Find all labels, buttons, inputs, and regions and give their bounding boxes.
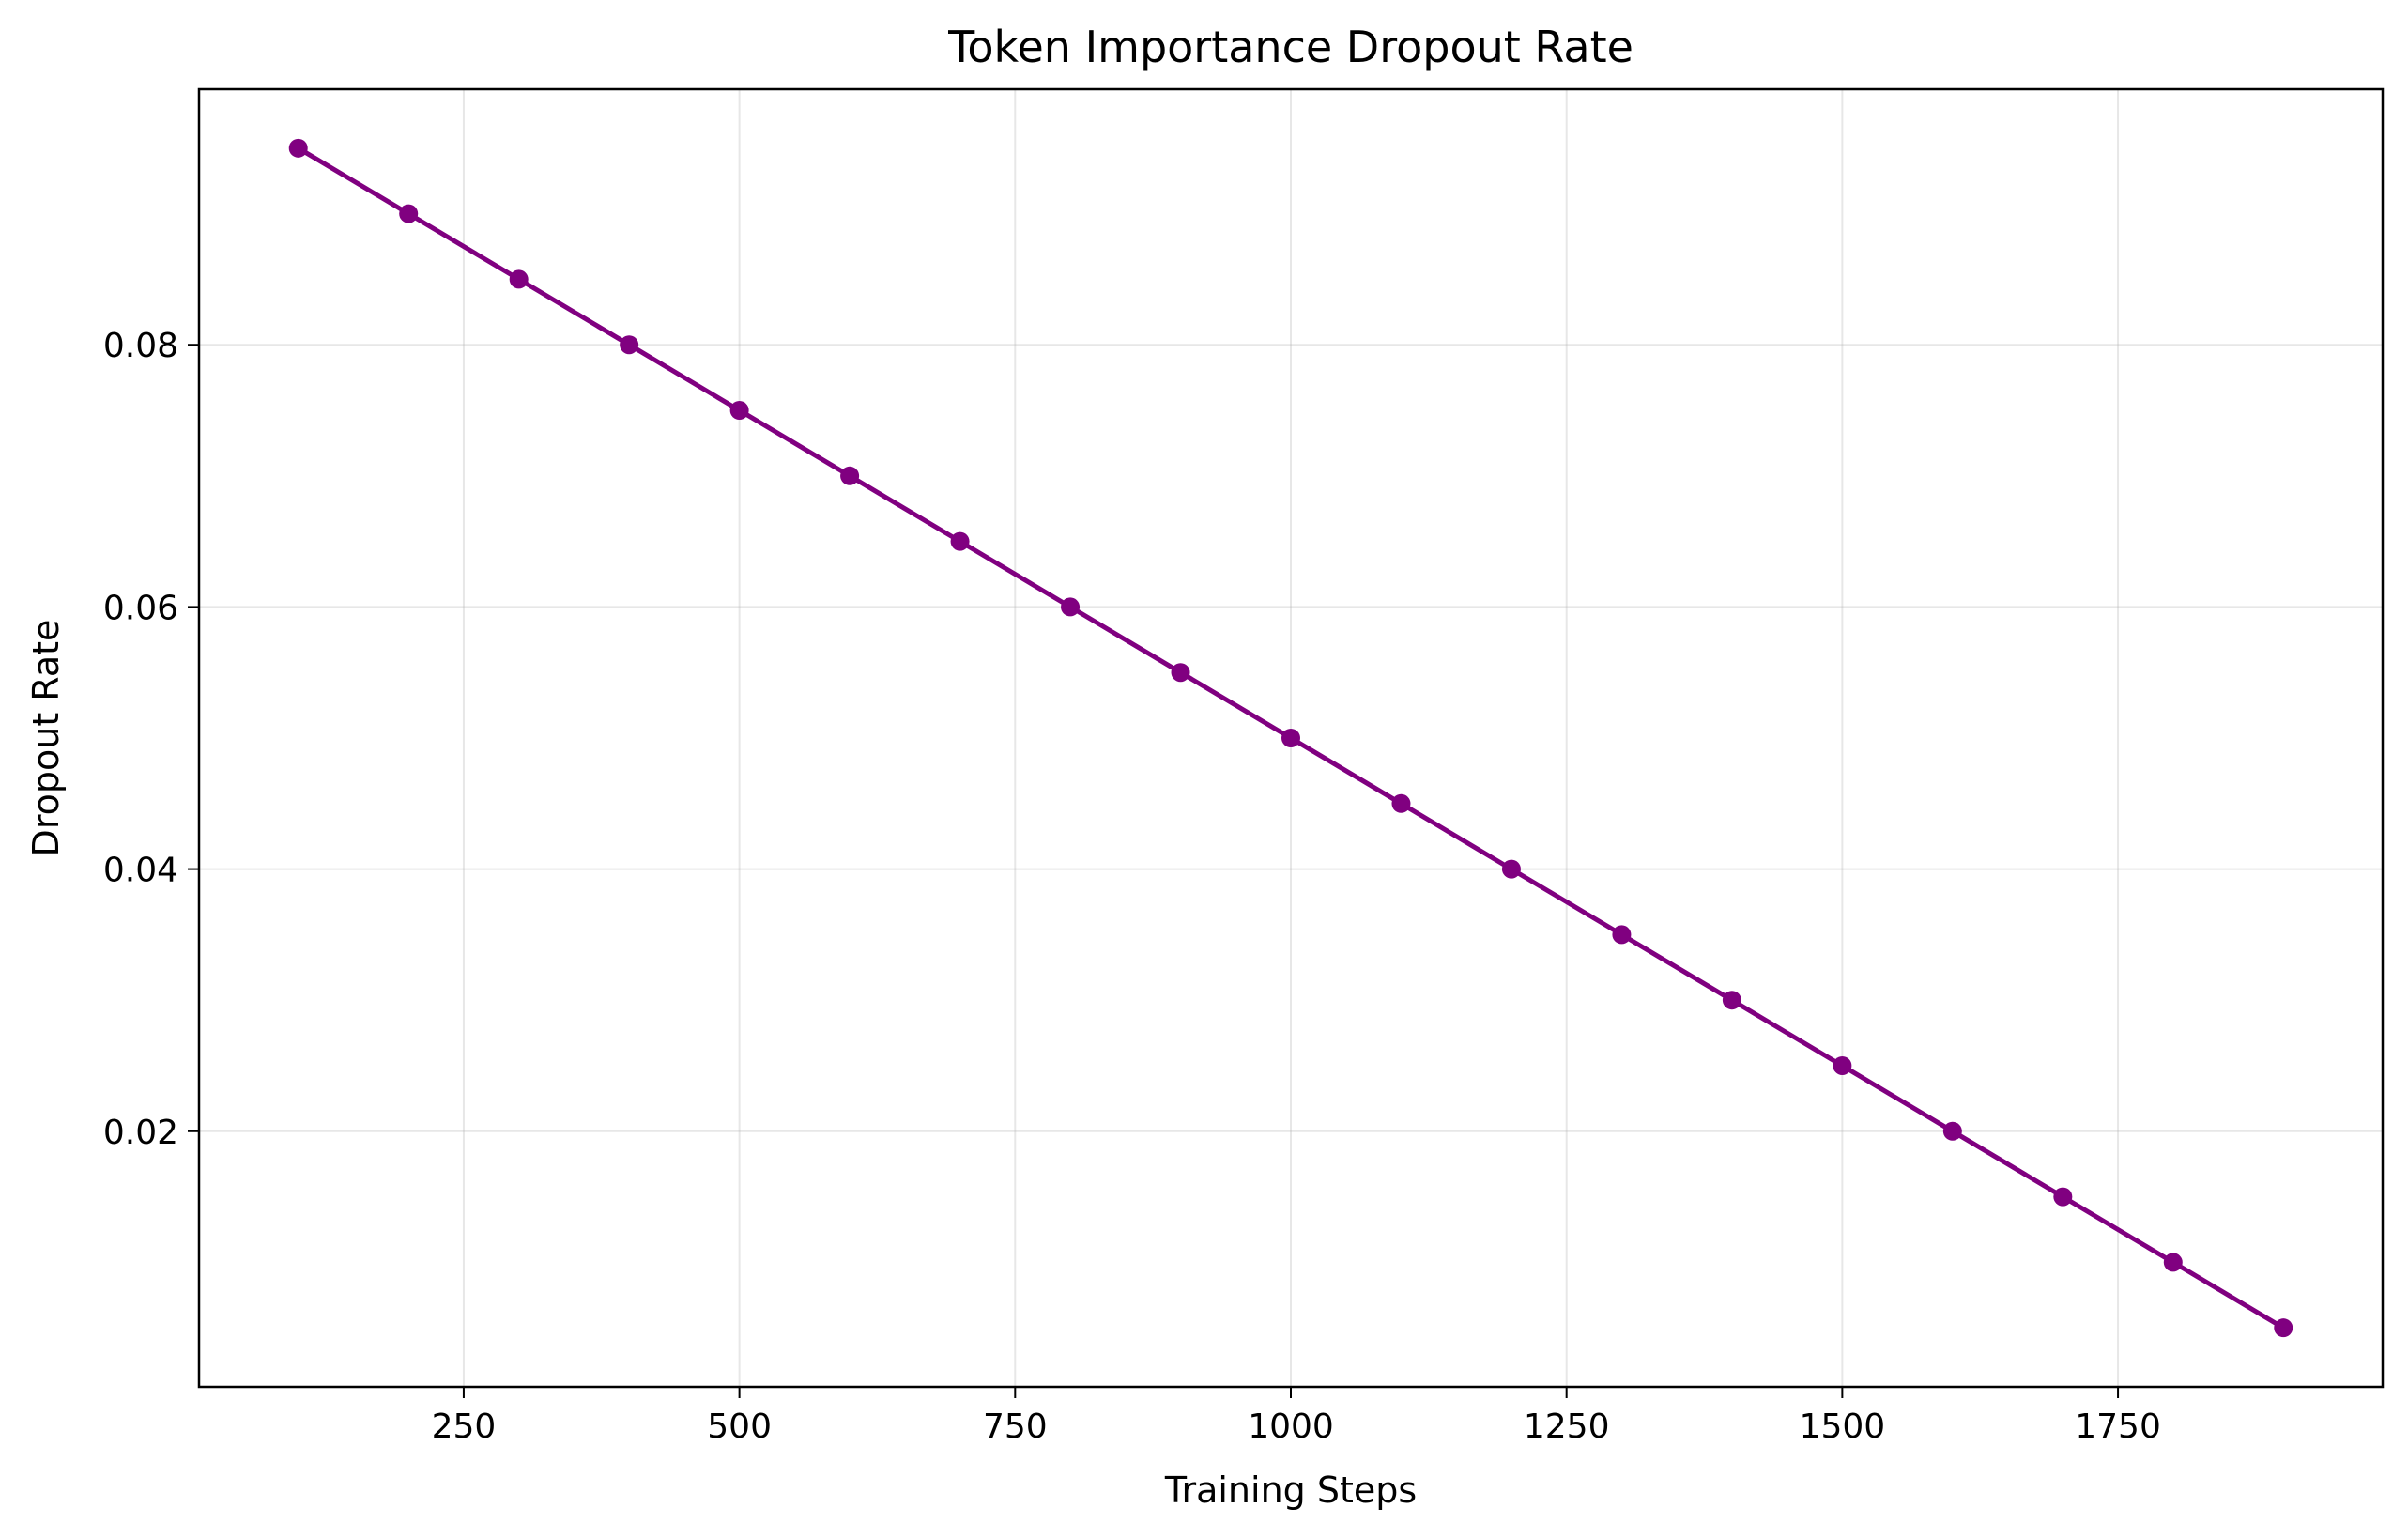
data-point	[950, 531, 970, 551]
y-tick-label: 0.06	[103, 589, 178, 627]
data-point	[2053, 1187, 2073, 1207]
data-point	[729, 401, 749, 421]
y-axis-label: Dropout Rate	[25, 620, 67, 857]
chart-title: Token Importance Dropout Rate	[947, 22, 1633, 72]
y-tick-label: 0.08	[103, 327, 178, 365]
y-tick-label: 0.02	[103, 1114, 178, 1152]
x-tick-label: 250	[432, 1407, 497, 1446]
x-tick-label: 1250	[1524, 1407, 1610, 1446]
data-point	[2163, 1253, 2183, 1272]
data-point	[1281, 729, 1300, 747]
data-point	[840, 466, 860, 485]
series-layer	[288, 138, 2293, 1338]
x-axis-label: Training Steps	[1164, 1469, 1417, 1511]
data-point	[1501, 859, 1521, 879]
data-point	[1833, 1055, 1852, 1075]
data-point	[620, 335, 639, 355]
data-point	[1061, 597, 1081, 617]
data-point	[288, 138, 308, 158]
x-tick-label: 1500	[1800, 1407, 1886, 1446]
y-tick-label: 0.04	[103, 852, 178, 890]
data-point	[1612, 925, 1632, 945]
grid	[199, 89, 2383, 1387]
x-tick-label: 750	[983, 1407, 1048, 1446]
data-point	[1942, 1121, 1962, 1141]
x-tick-label: 500	[707, 1407, 772, 1446]
data-point	[2274, 1318, 2293, 1338]
data-point	[1391, 793, 1411, 813]
data-point	[399, 204, 419, 223]
data-point	[1171, 663, 1190, 683]
data-point	[1722, 991, 1741, 1010]
x-tick-label: 1750	[2075, 1407, 2161, 1446]
data-point	[509, 269, 529, 289]
x-tick-label: 1000	[1248, 1407, 1334, 1446]
ticks: 250 500 750 1000 1250 1500 1750 0.02 0.04 0.06 0.0…	[103, 327, 2161, 1446]
